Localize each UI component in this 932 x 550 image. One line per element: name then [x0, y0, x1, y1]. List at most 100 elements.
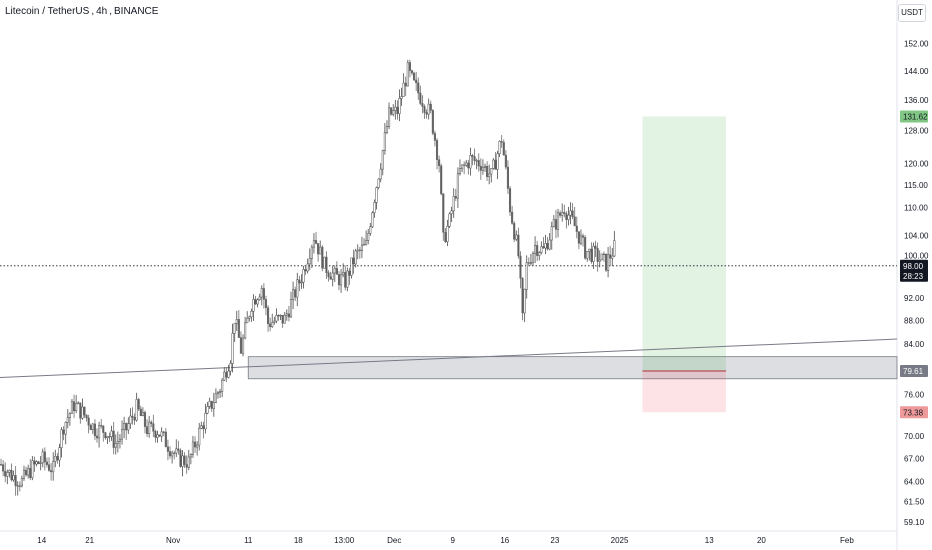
- candle-body: [110, 430, 113, 437]
- candle-body: [141, 412, 144, 417]
- candle-body: [404, 82, 407, 87]
- time-tick-label: 14: [37, 536, 46, 545]
- price-tick-label: 61.50: [904, 498, 925, 507]
- candle-body: [552, 219, 555, 227]
- candle-body: [461, 164, 464, 169]
- candle-body: [600, 253, 603, 261]
- candle-body: [508, 188, 512, 213]
- candle-body: [425, 112, 428, 115]
- candle-body: [112, 430, 115, 448]
- candle-body: [592, 245, 595, 262]
- candle-body: [542, 246, 545, 249]
- time-tick-label: 13:00: [334, 536, 355, 545]
- candle-body: [148, 421, 151, 434]
- candle-body: [500, 141, 503, 143]
- candle-body: [456, 173, 459, 199]
- candle-body: [529, 262, 532, 264]
- candle-body: [193, 441, 197, 448]
- candle-body: [129, 415, 132, 424]
- candle-body: [214, 393, 217, 403]
- candle-body: [427, 103, 430, 115]
- support-zone: [247, 356, 898, 380]
- exchange-label: BINANCE: [114, 6, 159, 17]
- candle-body: [210, 400, 213, 409]
- candle-body: [177, 448, 180, 451]
- price-tick-label: 152.00: [904, 40, 929, 49]
- candle-body: [511, 211, 514, 224]
- candle-body: [325, 256, 328, 273]
- candle-body: [579, 235, 583, 244]
- candle-body: [475, 160, 478, 162]
- candle-body: [120, 429, 124, 440]
- candle-body: [158, 434, 161, 437]
- price-tick-label: 100.00: [904, 252, 929, 261]
- candle-body: [125, 422, 128, 431]
- candle-body: [306, 263, 309, 272]
- candle-body: [233, 323, 236, 334]
- candle-body: [116, 440, 119, 444]
- candle-body: [598, 259, 601, 262]
- price-tick-label: 67.00: [904, 454, 925, 463]
- candle-body: [185, 464, 188, 468]
- candle-body: [279, 314, 282, 317]
- candle-body: [56, 455, 59, 461]
- interval-label: 4h: [96, 6, 108, 17]
- candle-body: [367, 233, 370, 241]
- candle-body: [154, 431, 157, 438]
- candle-body: [373, 202, 376, 214]
- candle-body: [85, 414, 88, 419]
- candle-body: [314, 240, 318, 244]
- candle-body: [323, 256, 326, 269]
- entry-price-tag-bg: [900, 365, 928, 378]
- candle-body: [62, 429, 65, 435]
- candle-body: [419, 92, 422, 104]
- candle-body: [584, 237, 587, 259]
- candle-body: [102, 425, 105, 433]
- candle-body: [433, 133, 436, 141]
- candle-body: [463, 164, 466, 166]
- candle-body: [4, 470, 7, 477]
- price-axis[interactable]: 59.10 61.50 64.00 67.00 70.00 76.00 84.00 88.00…: [896, 0, 929, 550]
- candle-body: [398, 98, 401, 115]
- candle-body: [358, 249, 361, 252]
- candle-body: [269, 323, 272, 328]
- symbol-title[interactable]: Litecoin / TetherUS, 4h, BINANCE: [5, 6, 159, 17]
- candle-body: [444, 232, 447, 243]
- candle-body: [108, 436, 111, 438]
- price-tick-label: 120.00: [904, 159, 929, 168]
- price-tick-label: 104.00: [904, 232, 929, 241]
- candle-body: [477, 160, 480, 167]
- candle-body: [369, 226, 372, 234]
- candle-body: [321, 246, 324, 269]
- price-tick-label: 70.00: [904, 432, 925, 441]
- candle-body: [548, 239, 551, 250]
- candle-body: [143, 412, 147, 427]
- time-tick-label: Dec: [387, 536, 401, 545]
- candle-body: [135, 399, 138, 421]
- candle-body: [237, 319, 240, 338]
- candle-body: [494, 159, 497, 170]
- candle-body: [559, 212, 562, 216]
- candle-body: [479, 165, 482, 171]
- candle-body: [304, 269, 307, 272]
- candle-body: [254, 299, 257, 305]
- candle-body: [14, 475, 17, 487]
- candle-body: [173, 452, 176, 455]
- candle-body: [310, 246, 313, 259]
- time-axis[interactable]: 14 21 Nov 11 18 13:00 Dec 9 16 23 2025 13 20 Feb: [0, 530, 897, 545]
- candle-body: [496, 153, 499, 170]
- candle-body: [531, 252, 535, 263]
- candle-body: [285, 313, 288, 316]
- candle-body: [446, 226, 449, 243]
- candle-body: [227, 370, 230, 378]
- candle-body: [483, 165, 487, 168]
- candle-body: [465, 162, 468, 166]
- candle-body: [244, 322, 247, 339]
- candle-body: [79, 402, 82, 419]
- candle-body: [219, 391, 222, 393]
- price-tick-label: 59.10: [904, 518, 925, 527]
- time-tick-label: 11: [244, 536, 253, 545]
- currency-button[interactable]: USDT: [898, 4, 926, 22]
- candle-body: [342, 271, 345, 276]
